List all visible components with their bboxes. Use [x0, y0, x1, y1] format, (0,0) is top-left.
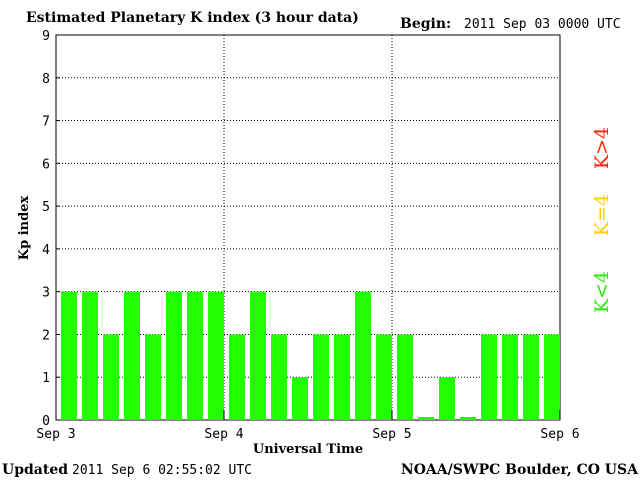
kp-bar: [397, 334, 413, 420]
y-tick-label: 8: [42, 72, 50, 87]
kp-bar: [124, 291, 140, 420]
legend-k-less-4: K<4: [591, 271, 613, 313]
kp-bar: [313, 334, 329, 420]
kp-bar: [208, 291, 224, 420]
x-tick-labels: Sep 3 Sep 4 Sep 5 Sep 6: [36, 410, 580, 442]
kp-bar: [103, 334, 119, 420]
y-tick-label: 1: [42, 371, 50, 386]
y-tick-label: 5: [42, 200, 50, 215]
kp-bar: [544, 334, 560, 420]
y-tick-label: 4: [42, 243, 50, 258]
kp-bar: [460, 417, 476, 420]
kp-bar: [229, 334, 245, 420]
bar-series: [61, 291, 560, 420]
y-tick-labels: 0 1 2 3 4 5 6 7 8 9: [42, 29, 60, 429]
x-tick-label: Sep 6: [540, 427, 579, 442]
kp-bar: [271, 334, 287, 420]
legend-k-equal-4: K=4: [591, 194, 613, 236]
legend-k-greater-4: K>4: [591, 127, 613, 169]
kp-bar: [481, 334, 497, 420]
chart-title: Estimated Planetary K index (3 hour data…: [26, 10, 359, 26]
kp-bar: [292, 377, 308, 420]
kp-bar: [82, 291, 98, 420]
begin-value: 2011 Sep 03 0000 UTC: [464, 17, 621, 32]
y-tick-label: 3: [42, 286, 50, 301]
x-axis-title: Universal Time: [253, 442, 363, 457]
kp-bar: [418, 417, 434, 420]
kp-bar: [523, 334, 539, 420]
kp-bar: [61, 291, 77, 420]
x-tick-label: Sep 4: [204, 427, 243, 442]
y-tick-label: 6: [42, 157, 50, 172]
kp-bar: [439, 377, 455, 420]
y-tick-label: 0: [42, 414, 50, 429]
kp-bar: [334, 334, 350, 420]
x-tick-label: Sep 5: [372, 427, 411, 442]
kp-bar: [145, 334, 161, 420]
y-tick-label: 2: [42, 328, 50, 343]
kp-bar: [502, 334, 518, 420]
y-tick-label: 7: [42, 115, 50, 130]
kp-bar: [376, 334, 392, 420]
source-credit: NOAA/SWPC Boulder, CO USA: [401, 462, 639, 478]
kp-bar: [187, 291, 203, 420]
updated-label: Updated: [2, 462, 68, 478]
kp-bar: [250, 291, 266, 420]
kp-bar: [355, 291, 371, 420]
y-tick-label: 9: [42, 29, 50, 44]
kp-bar: [166, 291, 182, 420]
x-tick-label: Sep 3: [36, 427, 75, 442]
updated-value: 2011 Sep 6 02:55:02 UTC: [72, 463, 252, 478]
begin-label: Begin:: [400, 16, 451, 32]
y-axis-title: Kp index: [17, 196, 32, 261]
